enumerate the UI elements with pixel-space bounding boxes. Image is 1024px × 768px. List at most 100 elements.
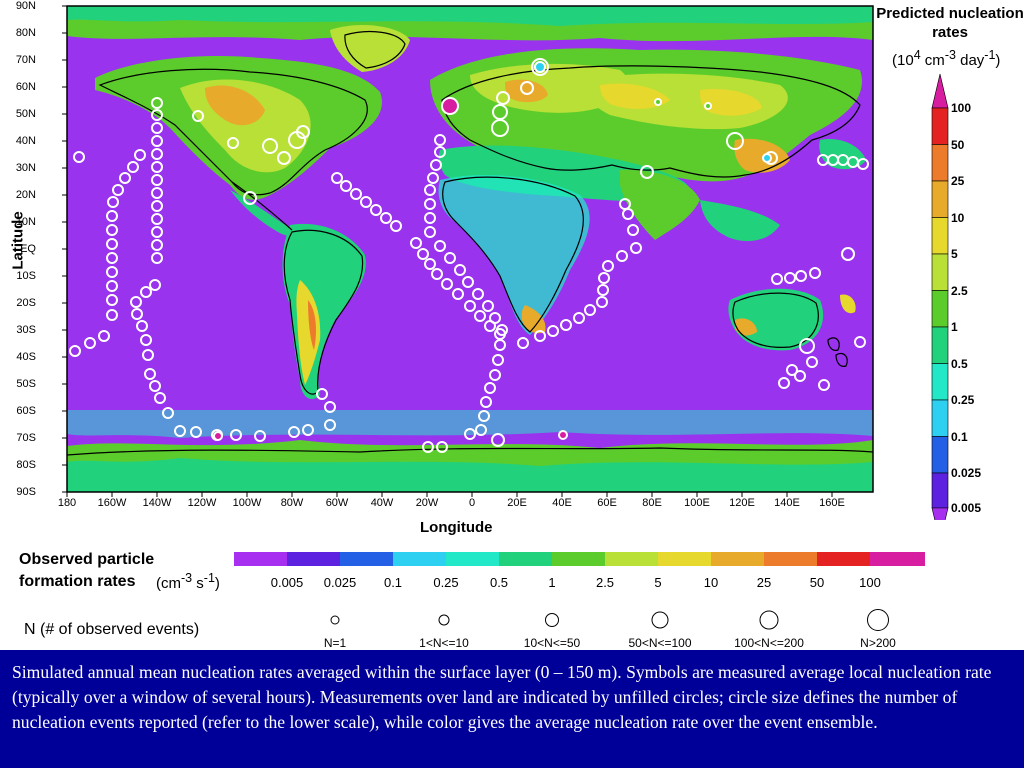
observation-circle xyxy=(534,330,546,342)
ship-track-indian xyxy=(517,198,642,349)
observation-circle xyxy=(174,425,186,437)
observation-circle xyxy=(331,172,343,184)
lat-tick: 60N xyxy=(15,81,36,93)
observation-circle xyxy=(151,187,163,199)
observation-circle xyxy=(491,433,505,447)
observation-circle xyxy=(254,430,266,442)
observation-circle xyxy=(149,279,161,291)
observation-circle xyxy=(771,273,783,285)
observation-circle xyxy=(106,294,118,306)
observation-circles xyxy=(69,58,869,453)
colorbar-label: 5 xyxy=(951,247,958,261)
observation-circle xyxy=(131,308,143,320)
lat-tick: 30S xyxy=(16,324,36,336)
observation-circle xyxy=(492,104,508,120)
legend-title: Predicted nucleation rates xyxy=(876,5,1024,41)
observation-circle xyxy=(296,125,310,139)
observation-circle xyxy=(340,180,352,192)
observed-bar-label: 0.25 xyxy=(433,575,459,590)
observation-circle xyxy=(417,248,429,260)
observation-circle xyxy=(441,278,453,290)
observation-circle xyxy=(288,426,300,438)
observation-circle xyxy=(151,252,163,264)
observation-circle xyxy=(517,337,529,349)
observation-circle xyxy=(162,407,174,419)
observation-circle xyxy=(547,325,559,337)
land-stations xyxy=(73,58,778,453)
lat-tick: 10N xyxy=(15,216,36,228)
observation-circle xyxy=(531,58,549,76)
observation-circle xyxy=(427,172,439,184)
observation-circle xyxy=(598,272,610,284)
colorbar-label: 1 xyxy=(951,320,958,334)
observation-circle xyxy=(795,270,807,282)
australia-field xyxy=(728,288,824,351)
observation-circle xyxy=(360,196,372,208)
size-symbol-1 xyxy=(330,615,340,625)
observation-circle xyxy=(444,252,456,264)
observation-circle xyxy=(784,272,796,284)
observation-circle xyxy=(434,240,446,252)
station-marker xyxy=(704,102,712,110)
size-label: N=1 xyxy=(323,636,347,650)
size-label: 50<N<=100 xyxy=(628,636,692,650)
observation-circle xyxy=(227,137,239,149)
observation-circle xyxy=(492,354,504,366)
observation-circle xyxy=(106,210,118,222)
lon-tick: 40E xyxy=(552,497,572,509)
colorbar-label: 0.1 xyxy=(951,429,968,444)
observation-circle xyxy=(422,441,434,453)
observed-bar-label: 0.5 xyxy=(489,575,509,590)
caption-panel xyxy=(0,650,1024,768)
observation-circle xyxy=(350,188,362,200)
observation-circle xyxy=(627,224,639,236)
observation-circle xyxy=(806,356,818,368)
size-symbol-3 xyxy=(545,613,559,627)
observed-rates-title: Observed particle formation rates xyxy=(19,551,155,590)
observation-circle xyxy=(462,276,474,288)
lon-tick: 80W xyxy=(280,497,304,509)
lat-tick: 60S xyxy=(16,405,36,417)
observation-circle xyxy=(520,81,534,95)
observation-circle xyxy=(127,161,139,173)
observation-circle xyxy=(106,238,118,250)
observation-circle xyxy=(434,134,446,146)
observation-circle xyxy=(431,268,443,280)
lon-tick: 180 xyxy=(57,497,77,509)
lon-tick: 120E xyxy=(729,497,755,509)
observed-bar-label: 50 xyxy=(809,575,825,590)
lat-tick: 70N xyxy=(15,54,36,66)
colorbar-label: 0.005 xyxy=(951,501,982,515)
observation-circle xyxy=(136,320,148,332)
size-symbol-4 xyxy=(651,611,669,629)
lon-tick: 120W xyxy=(187,497,217,509)
lon-tick: 160W xyxy=(97,497,127,509)
observation-circle xyxy=(106,280,118,292)
station-high-rate xyxy=(441,97,459,115)
observation-circle xyxy=(316,388,328,400)
lon-tick: 100E xyxy=(684,497,710,509)
size-label: 100<N<=200 xyxy=(734,636,804,650)
colorbar-label: 0.25 xyxy=(951,393,975,407)
size-symbol-5 xyxy=(759,610,779,630)
observation-circle xyxy=(424,226,436,238)
lon-tick: 20E xyxy=(507,497,527,509)
station-marker xyxy=(558,430,568,440)
observation-circle xyxy=(151,161,163,173)
observation-circle xyxy=(640,165,654,179)
observation-circle xyxy=(454,264,466,276)
observation-circle xyxy=(324,419,336,431)
observation-circle xyxy=(602,260,614,272)
observation-circle xyxy=(154,392,166,404)
observation-circle xyxy=(134,149,146,161)
observation-circle xyxy=(192,110,204,122)
colorbar-label: 0.5 xyxy=(951,356,968,371)
observation-circle xyxy=(484,320,496,332)
lon-tick: 0 xyxy=(468,497,476,509)
observation-circle xyxy=(726,132,744,150)
observation-circle xyxy=(778,377,790,389)
observation-circle xyxy=(106,309,118,321)
lat-tick: 10S xyxy=(16,270,36,282)
legend-units: (104 cm-3 day-1) xyxy=(892,48,1001,69)
observation-circle xyxy=(799,338,815,354)
